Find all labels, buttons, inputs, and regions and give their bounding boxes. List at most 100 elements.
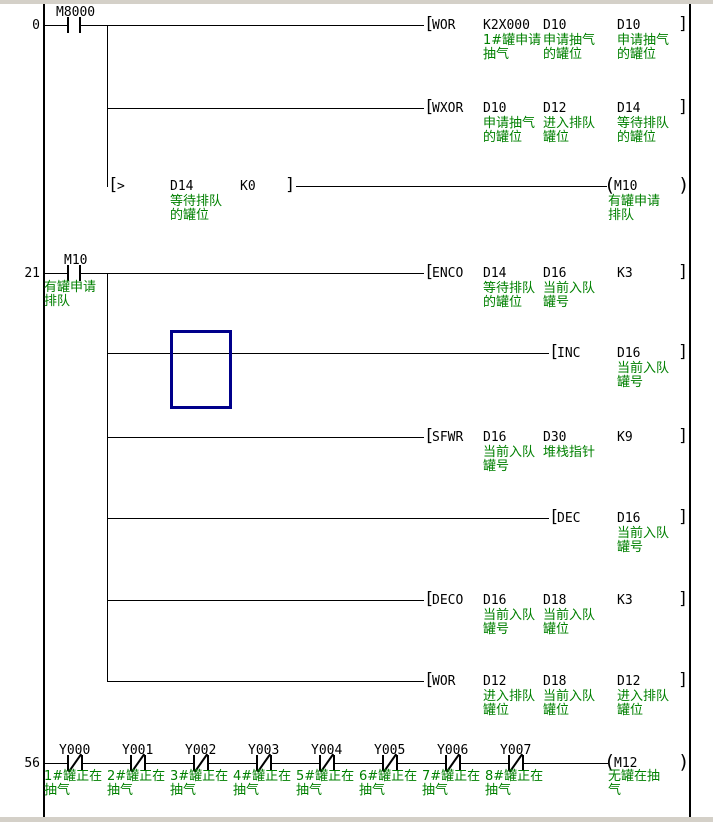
instruction-name: DECO [432, 593, 464, 608]
comment-line: 当前入队 [617, 526, 670, 541]
comment-line: 有罐申请 [44, 280, 97, 295]
device-comment: 8#罐正在 抽气 [485, 770, 543, 798]
comment-line: 3#罐正在 [170, 769, 229, 784]
wire [296, 186, 607, 187]
operand: D12 [483, 674, 507, 689]
operand: D16 [483, 430, 507, 445]
close-bracket: ] [678, 426, 689, 446]
comment-line: 罐号 [617, 375, 644, 390]
operand: D10 [483, 101, 507, 116]
device-comment: 4#罐正在 抽气 [233, 770, 291, 798]
window-top-edge [0, 0, 713, 4]
close-bracket: ] [678, 589, 689, 609]
branch-wire [107, 25, 108, 187]
comment-line: 等待排队 [483, 281, 536, 296]
comment-line: 罐号 [543, 295, 570, 310]
wire [108, 437, 424, 438]
instruction-name: DEC [557, 511, 581, 526]
close-bracket: ] [285, 175, 296, 195]
comment-line: 抽气 [483, 47, 510, 62]
contact-bar [144, 755, 146, 771]
operand: D10 [543, 18, 567, 33]
device-comment: 当前入队 罐号 [617, 527, 669, 555]
right-power-rail [689, 4, 691, 817]
close-bracket: ] [678, 670, 689, 690]
contact-label: Y001 [122, 743, 154, 758]
contact-label: Y004 [311, 743, 343, 758]
edit-cursor[interactable] [170, 330, 232, 409]
instruction-name: SFWR [432, 430, 464, 445]
operand: D10 [617, 18, 641, 33]
device-comment: 有罐申请 排队 [44, 281, 96, 309]
comment-line: 1#罐正在 [44, 769, 103, 784]
device-comment: 申请抽气 的罐位 [617, 34, 669, 62]
comment-line: 罐号 [617, 540, 644, 555]
contact-bar [256, 755, 258, 771]
step-number: 0 [32, 18, 40, 33]
coil-close-paren: ) [678, 751, 690, 773]
device-comment: 当前入队 罐号 [617, 362, 669, 390]
device-comment: 有罐申请 排队 [608, 195, 660, 223]
contact-bar [79, 265, 81, 281]
comment-line: 申请抽气 [543, 33, 596, 48]
comment-line: 当前入队 [543, 281, 596, 296]
instruction-name: WOR [432, 18, 456, 33]
contact-bar [508, 755, 510, 771]
operand: D12 [617, 674, 641, 689]
operand: K3 [617, 593, 633, 608]
comment-line: 当前入队 [543, 689, 596, 704]
comment-line: 当前入队 [483, 608, 536, 623]
contact-gap [69, 24, 79, 27]
operand: D16 [543, 266, 567, 281]
coil-label: M12 [614, 756, 638, 771]
comment-line: 等待排队 [170, 194, 223, 209]
comment-line: 的罐位 [617, 47, 657, 62]
operand: D30 [543, 430, 567, 445]
operand: D14 [483, 266, 507, 281]
comment-line: 的罐位 [543, 47, 583, 62]
instruction-name: WOR [432, 674, 456, 689]
comment-line: 申请抽气 [617, 33, 670, 48]
contact-bar [333, 755, 335, 771]
contact-label: Y007 [500, 743, 532, 758]
contact-bar [207, 755, 209, 771]
device-comment: 堆栈指针 [543, 446, 595, 460]
contact-bar [67, 265, 69, 281]
comment-line: 7#罐正在 [422, 769, 481, 784]
contact-label: Y006 [437, 743, 469, 758]
device-comment: 申请抽气 的罐位 [483, 117, 535, 145]
close-bracket: ] [678, 97, 689, 117]
comment-line: 罐位 [617, 703, 644, 718]
contact-bar [319, 755, 321, 771]
branch-wire [107, 273, 108, 682]
instruction-name: ENCO [432, 266, 464, 281]
operand: K0 [240, 179, 256, 194]
operand: D18 [543, 674, 567, 689]
comment-line: 抽气 [296, 783, 323, 798]
comment-line: 的罐位 [483, 295, 523, 310]
open-bracket: [ [424, 97, 435, 117]
operand: D16 [617, 346, 641, 361]
operand: D16 [617, 511, 641, 526]
operand: K2X000 [483, 18, 530, 33]
close-bracket: ] [678, 342, 689, 362]
open-bracket: [ [108, 175, 119, 195]
contact-bar [270, 755, 272, 771]
wire [45, 273, 424, 274]
comment-line: 当前入队 [483, 445, 536, 460]
device-comment: 1#罐正在 抽气 [44, 770, 102, 798]
comment-line: 进入排队 [483, 689, 536, 704]
comment-line: 当前入队 [543, 608, 596, 623]
coil-close-paren: ) [678, 174, 690, 196]
contact-gap [69, 272, 79, 275]
wire [108, 600, 424, 601]
comment-line: 抽气 [359, 783, 386, 798]
comment-line: 的罐位 [617, 130, 657, 145]
operand: D16 [483, 593, 507, 608]
step-number: 56 [24, 756, 40, 771]
comment-line: 的罐位 [483, 130, 523, 145]
contact-bar [522, 755, 524, 771]
comment-line: 堆栈指针 [543, 445, 596, 460]
contact-label: Y005 [374, 743, 406, 758]
